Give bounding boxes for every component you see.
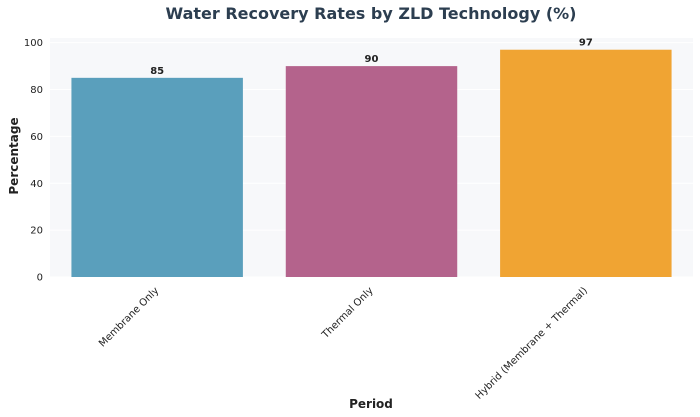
x-tick-label: Hybrid (Membrane + Thermal) [474,285,590,401]
y-tick-label: 100 [24,38,43,49]
x-axis-label: Period [349,397,393,411]
y-tick-label: 60 [30,132,43,143]
x-axis-ticks: Membrane Only Thermal Only Hybrid (Membran… [97,285,590,401]
y-tick-label: 0 [37,273,43,284]
chart-title: Water Recovery Rates by ZLD Technology (… [166,4,577,23]
y-tick-label: 20 [30,226,43,237]
x-tick-label: Thermal Only [320,285,376,341]
y-tick-label: 40 [30,179,43,190]
bar [500,49,672,278]
x-tick-label: Membrane Only [97,285,161,349]
data-labels: 85 90 97 [150,38,593,77]
y-axis-ticks: 0 20 40 60 80 100 [24,38,43,283]
y-tick-label: 80 [30,85,43,96]
data-label: 90 [365,54,379,65]
data-label: 97 [579,38,593,49]
bar [285,66,458,277]
bar [71,77,243,277]
bars [71,49,672,278]
data-label: 85 [150,66,164,77]
y-axis-label: Percentage [7,117,21,194]
